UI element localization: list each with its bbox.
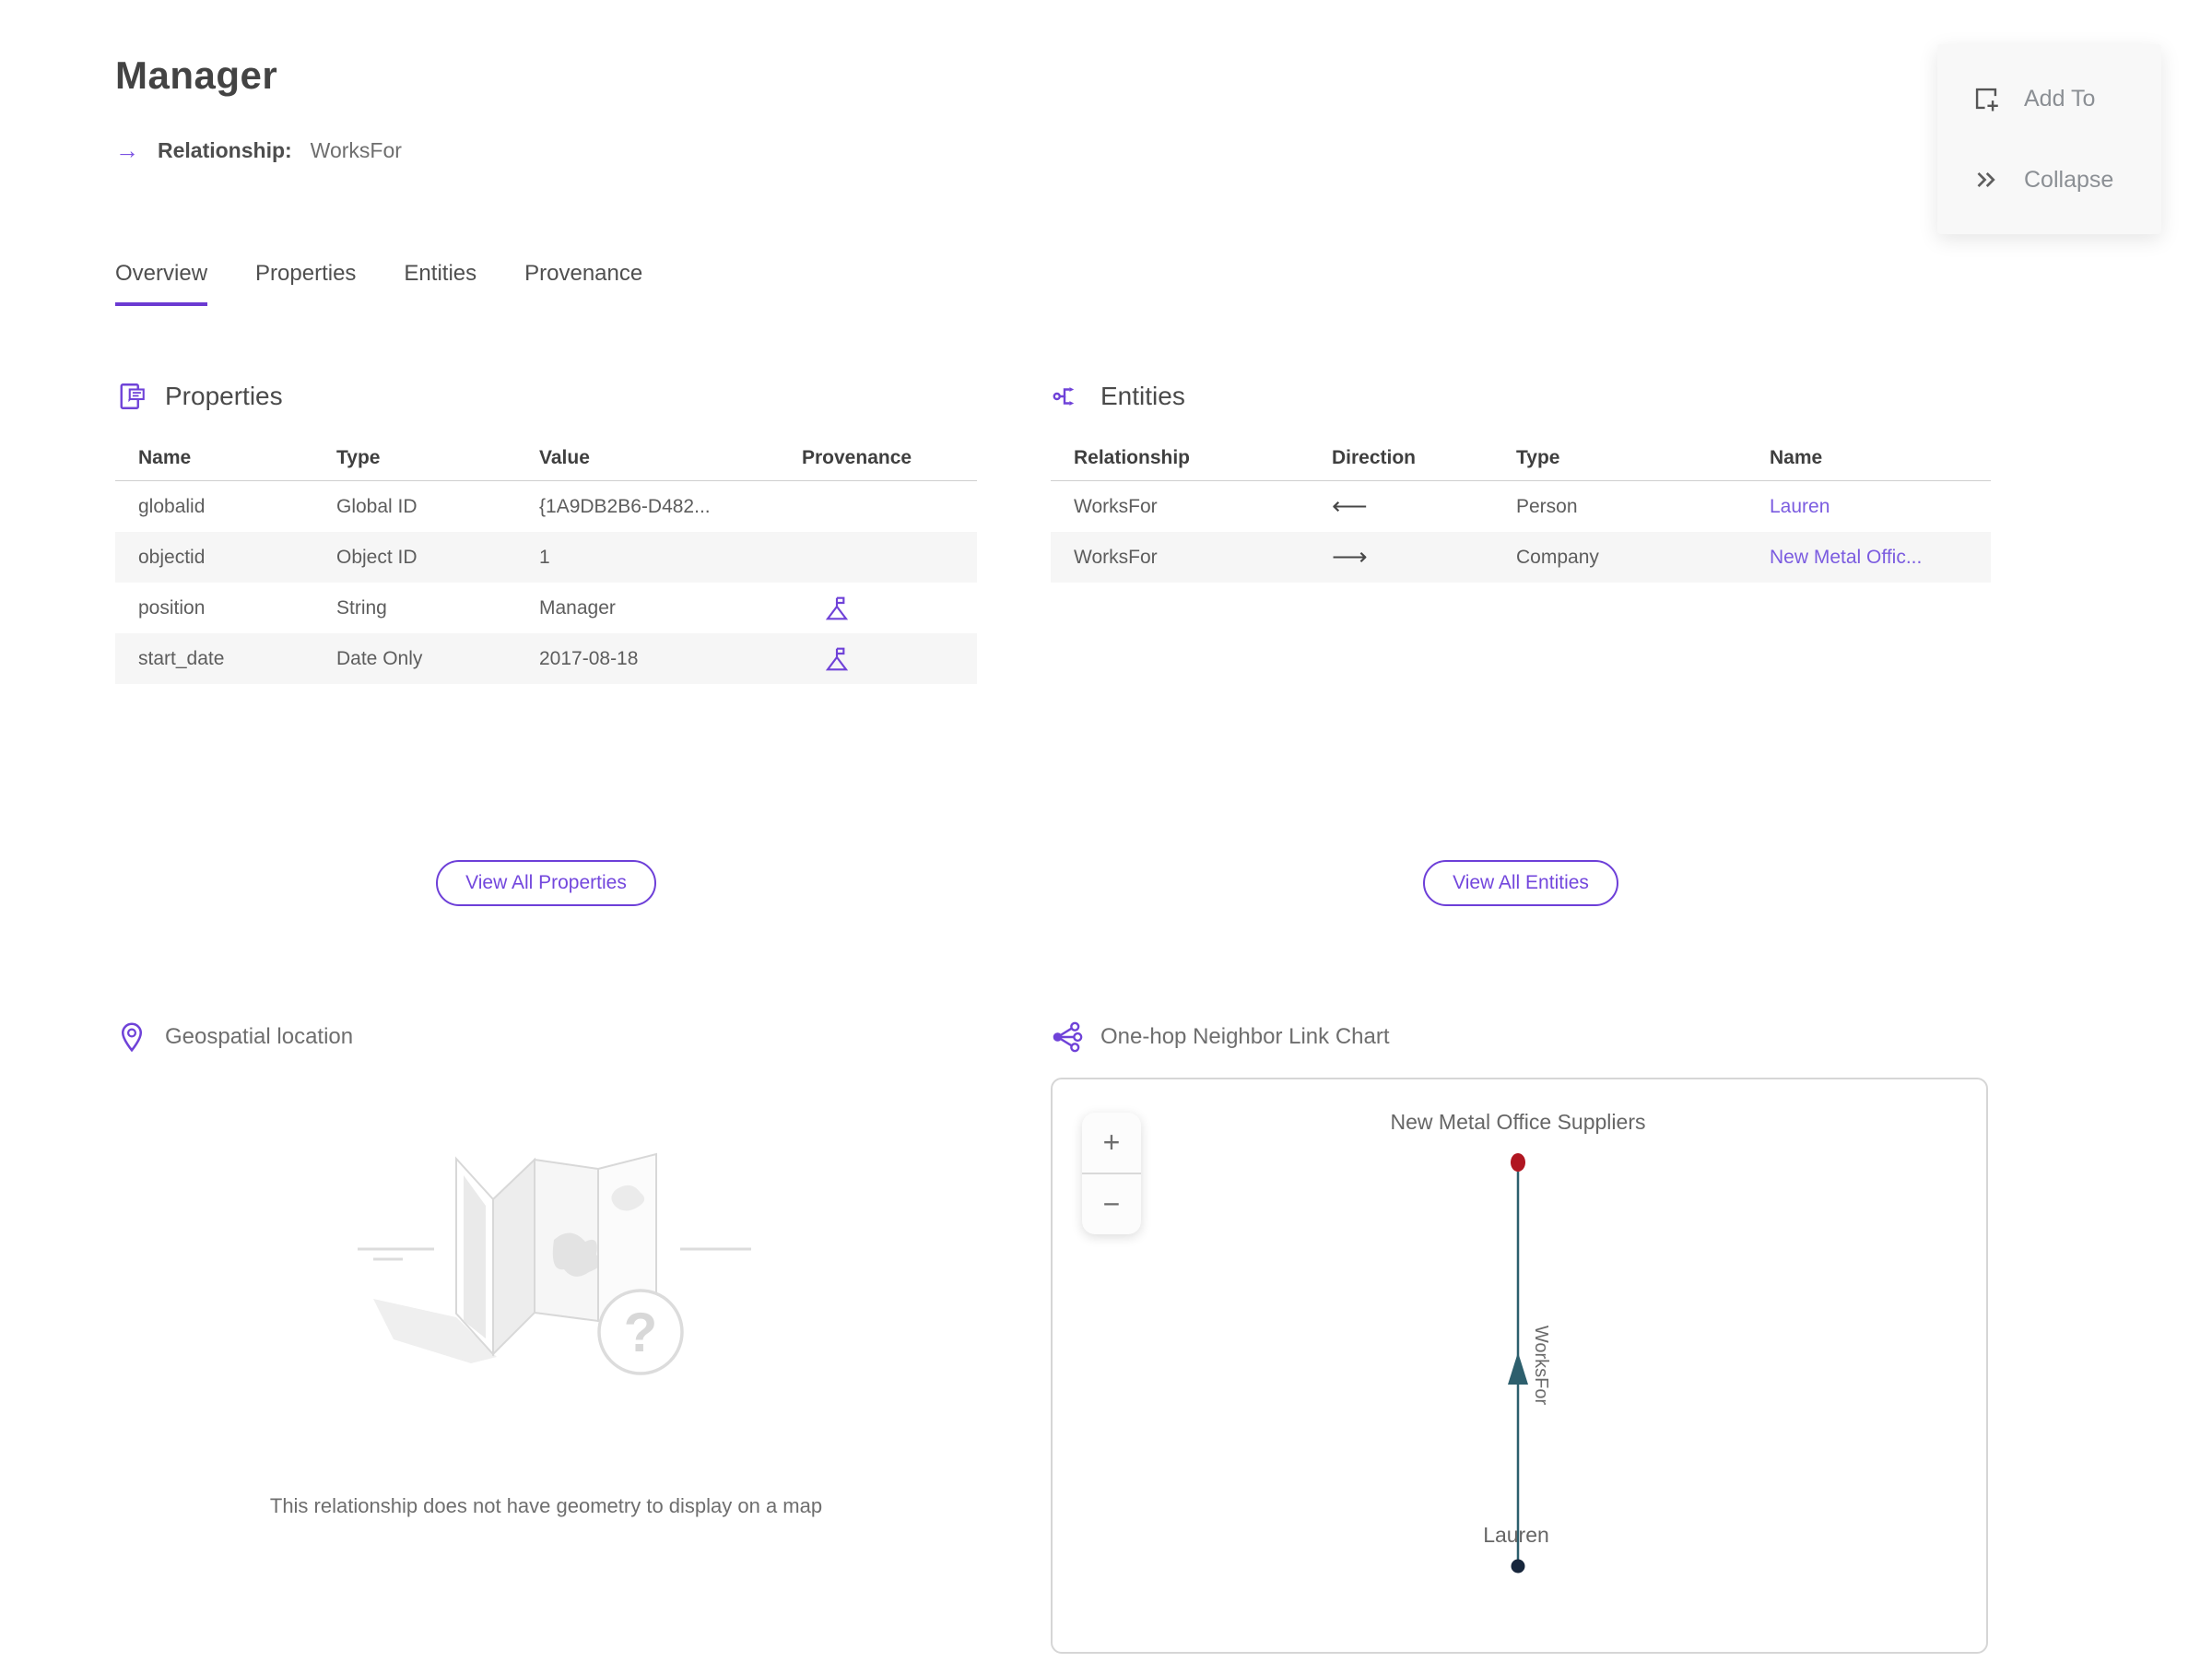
edge-label: WorksFor [1531,1326,1551,1406]
link-chart-panel: New Metal Office Suppliers WorksFor Laur… [1051,1078,1988,1654]
company-node[interactable] [1511,1153,1525,1172]
linkchart-section: One-hop Neighbor Link Chart New Metal Of… [1051,1020,1991,1654]
relationship-arrow-icon: → [115,136,139,164]
linkchart-section-header: One-hop Neighbor Link Chart [1051,1020,1991,1054]
geospatial-section: Geospatial location ? This relationship … [115,1020,977,1654]
zoom-divider [1082,1173,1141,1174]
relationship-label: Relationship: [158,138,292,162]
properties-section-title: Properties [165,382,283,410]
entity-link[interactable]: New Metal Offic... [1770,546,1923,568]
tab-entities[interactable]: Entities [404,261,477,286]
properties-table-header: Name Type Value Provenance [115,435,977,481]
provenance-flag-icon[interactable] [822,644,852,674]
entity-link[interactable]: Lauren [1770,495,1830,517]
collapse-label: Collapse [2024,166,2114,193]
properties-table: Name Type Value Provenance globalid Glob… [115,435,977,684]
entities-table: Relationship Direction Type Name WorksFo… [1051,435,1991,583]
collapse-button[interactable]: Collapse [1937,159,2161,201]
add-to-icon [1975,88,1998,112]
direction-right-arrow: ⟶ [1332,543,1368,571]
chevrons-right-icon [1977,171,1995,188]
tab-provenance[interactable]: Provenance [524,261,643,286]
table-row: globalid Global ID {1A9DB2B6-D482... [138,495,711,517]
empty-map-illustration: ? [357,1152,751,1375]
table-row: WorksFor ⟶ Company New Metal Offic... [1051,532,1991,583]
table-row: position String Manager [115,583,977,633]
view-all-properties-button[interactable]: View All Properties [436,860,656,906]
entities-section: Entities Relationship Direction Type Nam… [1051,380,1991,947]
table-row: objectid Object ID 1 [115,532,977,583]
question-mark-icon [596,1289,684,1375]
edge-arrowhead [1508,1352,1528,1385]
relationship-subtitle: → Relationship: WorksFor [115,136,2212,165]
table-row: start_date Date Only 2017-08-18 [115,633,977,684]
page-title: Manager [115,53,278,97]
table-row: WorksFor ⟵ Person Lauren [1074,492,1830,520]
direction-left-arrow: ⟵ [1332,492,1368,520]
bottom-node-label: Lauren [1483,1523,1549,1547]
floating-actions-card: Add To Collapse [1937,44,2161,234]
view-all-entities-button[interactable]: View All Entities [1423,860,1618,906]
entities-section-title: Entities [1100,382,1185,410]
tab-properties[interactable]: Properties [255,261,357,286]
properties-icon [120,383,145,409]
map-pin-icon [121,1022,143,1053]
properties-section: Properties Name Type Value Provenance gl… [115,380,977,947]
properties-section-header: Properties [115,380,977,413]
tab-overview[interactable]: Overview [115,261,208,306]
detail-tabs: Overview Properties Entities Provenance [115,261,2212,306]
no-geometry-message: This relationship does not have geometry… [269,1494,823,1517]
zoom-in-button[interactable]: + [1082,1113,1141,1173]
svg-text:?: ? [623,1302,657,1363]
entities-fork-icon [1053,387,1075,406]
entities-section-header: Entities [1051,380,1991,413]
zoom-control: + − [1082,1113,1141,1234]
zoom-out-button[interactable]: − [1082,1174,1141,1234]
top-node-label: New Metal Office Suppliers [1391,1110,1646,1134]
provenance-flag-icon[interactable] [822,594,852,623]
link-chart-icon [1053,1021,1083,1053]
link-chart-canvas[interactable]: New Metal Office Suppliers WorksFor Laur… [1053,1079,1986,1652]
entities-table-header: Relationship Direction Type Name [1051,435,1991,481]
add-to-button[interactable]: Add To [1937,77,2161,120]
relationship-value: WorksFor [310,138,402,162]
add-to-label: Add To [2024,85,2096,112]
linkchart-section-title: One-hop Neighbor Link Chart [1100,1024,1390,1049]
geospatial-section-title: Geospatial location [165,1024,354,1049]
person-node[interactable] [1511,1559,1525,1574]
geospatial-section-header: Geospatial location [115,1020,977,1054]
